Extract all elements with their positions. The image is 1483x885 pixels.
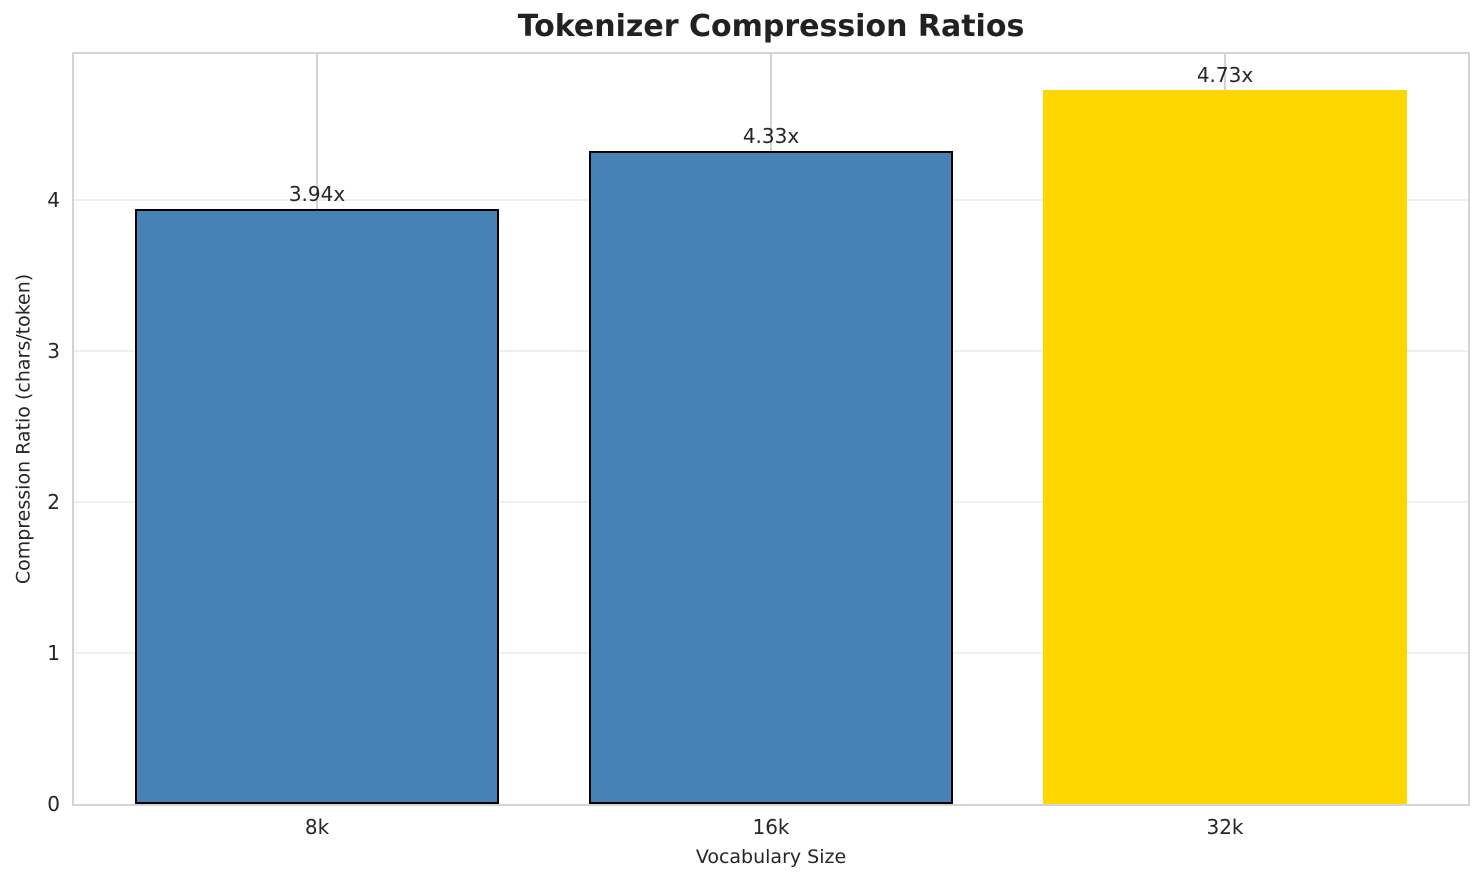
- plot-area: 3.94x 4.33x 4.73x: [72, 52, 1470, 806]
- bar-value-label: 3.94x: [288, 182, 346, 207]
- x-tick-label: 32k: [1206, 815, 1244, 839]
- bar: [589, 150, 953, 804]
- y-tick-label: 4: [47, 188, 60, 213]
- x-tick-label: 16k: [752, 815, 790, 839]
- chart-title: Tokenizer Compression Ratios: [517, 9, 1025, 44]
- x-axis-ticks: 8k 16k 32k: [72, 812, 1470, 844]
- x-tick-label: 8k: [304, 815, 330, 839]
- y-tick-label: 3: [47, 339, 60, 364]
- bar: [1043, 90, 1407, 804]
- y-tick-label: 1: [47, 641, 60, 666]
- x-axis-label: Vocabulary Size: [695, 846, 847, 868]
- y-tick-label: 2: [47, 490, 60, 515]
- bar-value-label: 4.33x: [742, 123, 800, 148]
- bar: [135, 209, 499, 804]
- bar-value-label: 4.73x: [1196, 63, 1254, 88]
- y-axis-ticks: 0 1 2 3 4: [0, 52, 72, 816]
- y-axis-label: Compression Ratio (chars/token): [12, 273, 35, 585]
- y-tick-label: 0: [47, 792, 60, 816]
